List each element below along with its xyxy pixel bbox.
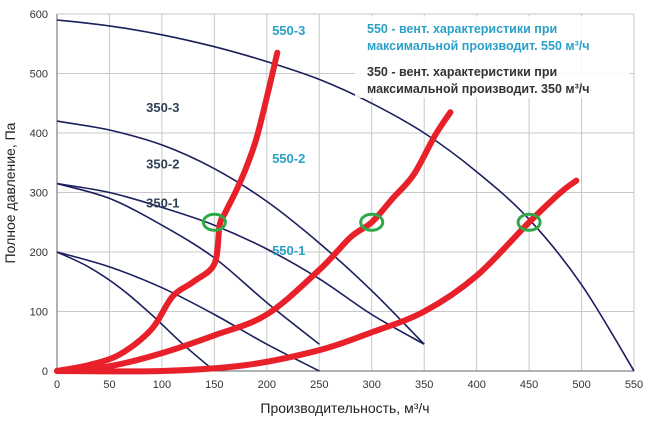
operating-point-2: [359, 212, 385, 232]
operating-point-3: [516, 212, 542, 232]
y-tick-label: 0: [42, 366, 48, 378]
x-tick-label: 350: [415, 379, 433, 391]
x-tick-label: 250: [310, 379, 328, 391]
curve-labels: 350-1 350-2 350-3 550-1 550-2 550-3: [146, 23, 305, 258]
y-tick-label: 100: [30, 307, 48, 319]
legend-line-550-b: максимальной производит. 550 м³/ч: [367, 39, 590, 53]
curve-label-350-2: 350-2: [146, 157, 179, 172]
y-tick-label: 500: [30, 69, 48, 81]
legend-line-350-b: максимальной производит. 350 м³/ч: [367, 82, 590, 96]
fan-curve-550-3: [56, 19, 635, 372]
curve-label-550-3: 550-3: [272, 23, 305, 38]
curve-label-350-3: 350-3: [146, 100, 179, 115]
x-tick-label: 150: [205, 379, 223, 391]
legend: 550 - вент. характеристики при максималь…: [355, 16, 630, 98]
duct-curve-2: [54, 109, 454, 374]
curve-label-350-1: 350-1: [146, 195, 179, 210]
x-tick-label: 50: [103, 379, 115, 391]
y-tick-label: 600: [30, 9, 48, 21]
duct-curves: [54, 49, 580, 375]
y-axis-title: Полное давление, Па: [2, 122, 18, 263]
duct-curve-1: [54, 49, 281, 374]
legend-box: [355, 16, 630, 98]
x-tick-label: 0: [54, 379, 60, 391]
curve-label-550-1: 550-1: [272, 243, 305, 258]
duct-curve-3: [54, 177, 580, 375]
x-tick-label: 200: [258, 379, 276, 391]
y-tick-label: 400: [30, 128, 48, 140]
x-tick-label: 400: [467, 379, 485, 391]
x-tick-label: 550: [625, 379, 643, 391]
x-tick-label: 100: [153, 379, 171, 391]
x-tick-label: 300: [363, 379, 381, 391]
operating-point-1: [201, 212, 227, 232]
fan-curve-350-2: [56, 182, 320, 345]
operating-points: [201, 212, 542, 232]
fan-curve-350-3: [56, 120, 425, 345]
y-tick-label: 200: [30, 247, 48, 259]
x-tick-label: 450: [520, 379, 538, 391]
fan-curve-550-1: [56, 251, 320, 372]
y-tick-label: 300: [30, 188, 48, 200]
legend-line-350-a: 350 - вент. характеристики при: [367, 65, 557, 79]
fan-curve-550-2: [56, 182, 425, 345]
fan-curves: [56, 19, 635, 372]
x-tick-label: 500: [572, 379, 590, 391]
legend-line-550-a: 550 - вент. характеристики при: [367, 22, 557, 36]
x-axis-title: Производительность, м³/ч: [260, 400, 429, 416]
curve-label-550-2: 550-2: [272, 151, 305, 166]
